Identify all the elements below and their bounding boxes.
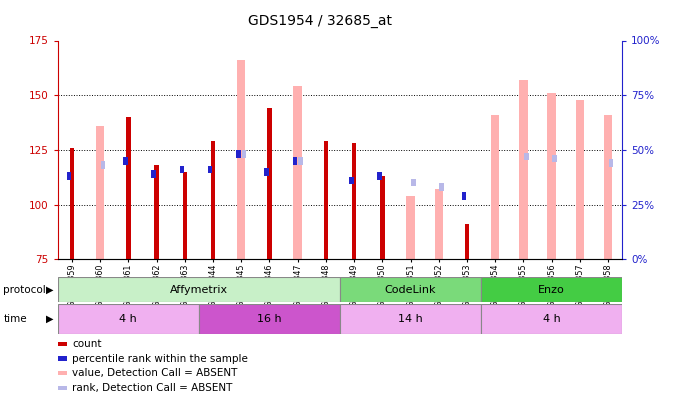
Bar [464,224,469,259]
Bar [520,80,528,259]
Bar [552,155,557,162]
Text: value, Detection Call = ABSENT: value, Detection Call = ABSENT [72,368,237,378]
Text: Affymetrix: Affymetrix [170,285,228,294]
Bar [340,304,481,334]
Text: Enzo: Enzo [539,285,565,294]
Text: CodeLink: CodeLink [385,285,437,294]
Bar [435,189,443,259]
Bar [604,115,612,259]
Bar [292,157,297,164]
Bar [462,192,466,200]
Text: ▶: ▶ [46,314,54,324]
Text: 4 h: 4 h [543,314,560,324]
Bar [340,277,481,302]
Text: 4 h: 4 h [120,314,137,324]
Text: 14 h: 14 h [398,314,423,324]
Bar [609,159,613,167]
Bar [58,304,199,334]
Bar [491,115,499,259]
Bar [211,141,216,259]
Text: 16 h: 16 h [257,314,282,324]
Bar [324,141,328,259]
Bar [349,177,354,184]
Bar [154,165,159,259]
Bar [236,150,241,158]
Bar [439,183,444,191]
Bar [152,170,156,178]
Bar [101,161,105,169]
Bar [411,179,415,186]
Bar [123,157,128,164]
Bar [126,117,131,259]
Bar [267,108,272,259]
Bar [294,86,302,259]
Bar [242,150,246,158]
Text: percentile rank within the sample: percentile rank within the sample [72,354,248,364]
Bar [377,172,381,180]
Bar [237,60,245,259]
Bar [524,153,528,160]
Bar [481,277,622,302]
Bar [380,176,385,259]
Bar [199,304,340,334]
Bar [299,157,303,164]
Bar [69,148,74,259]
Bar [182,172,187,259]
Text: rank, Detection Call = ABSENT: rank, Detection Call = ABSENT [72,383,233,393]
Bar [58,277,340,302]
Bar [547,93,556,259]
Text: time: time [3,314,27,324]
Bar [67,172,71,180]
Bar [481,304,622,334]
Bar [407,196,415,259]
Bar [96,126,104,259]
Bar [576,100,584,259]
Text: GDS1954 / 32685_at: GDS1954 / 32685_at [248,14,392,28]
Bar [180,166,184,173]
Bar [208,166,212,173]
Bar [265,168,269,175]
Text: ▶: ▶ [46,285,54,294]
Text: protocol: protocol [3,285,46,294]
Bar [352,143,356,259]
Text: count: count [72,339,101,349]
